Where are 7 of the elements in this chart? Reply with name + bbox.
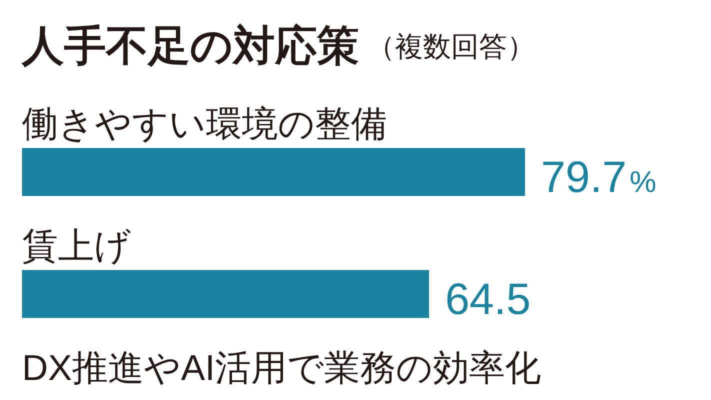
category-label: 働きやすい環境の整備 xyxy=(22,103,387,144)
value-label: 79.7% xyxy=(541,153,656,202)
category-label: 賃上げ xyxy=(22,225,131,266)
title: 人手不足の対応策 xyxy=(22,22,359,69)
category-label: DX推進やAI活用で業務の効率化 xyxy=(22,347,542,388)
value-label: 64.5 xyxy=(445,275,531,324)
subtitle: （複数回答） xyxy=(367,31,535,62)
